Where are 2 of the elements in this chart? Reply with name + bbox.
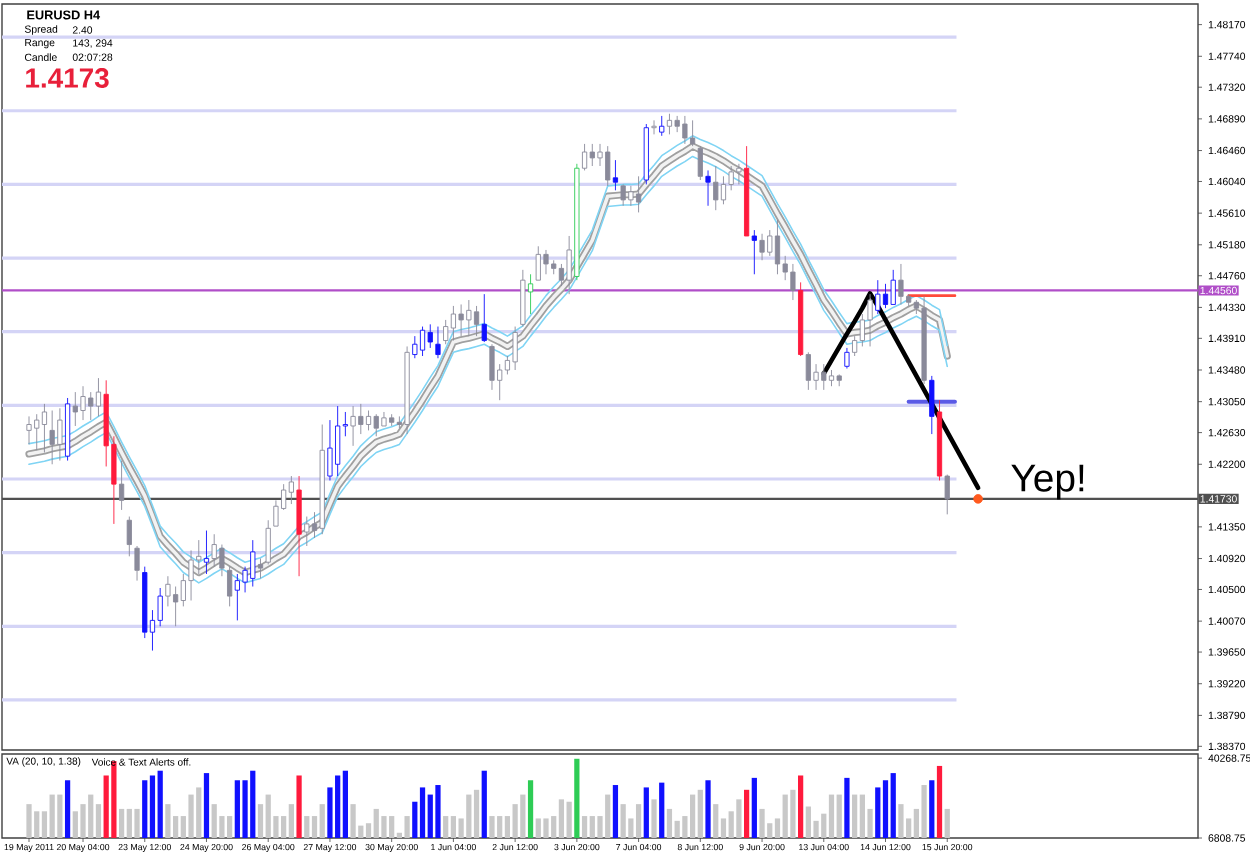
annotation: Yep! [1011,464,1084,500]
text: 1.4173 [26,68,109,88]
